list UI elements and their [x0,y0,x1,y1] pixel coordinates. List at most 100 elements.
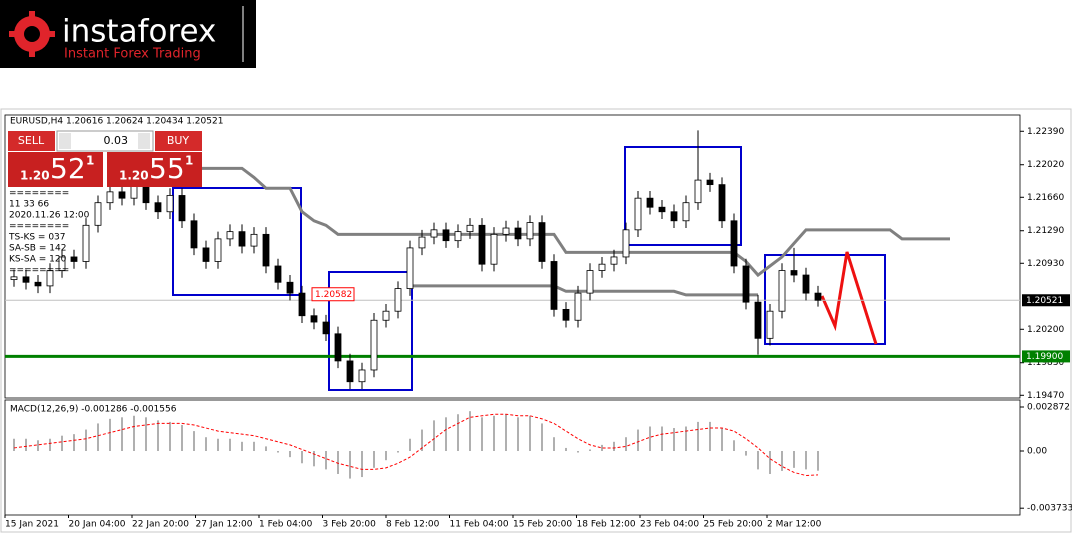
candle-body [814,292,822,301]
sell-button[interactable] [8,131,55,151]
macd-signal [13,413,819,477]
y-tick-label: 1.20200 [1027,325,1064,335]
candle-body [142,186,150,204]
x-tick-label: 15 Feb 20:00 [513,520,572,530]
candle-body [10,276,18,280]
candle-body [718,184,726,222]
info-line: TS-KS = 037 [8,233,66,243]
candle-body [442,229,450,242]
bid-pips: 52 [50,152,86,185]
ask-fraction: 1 [185,154,193,168]
macd-y-tick-label: 0.00 [1027,447,1047,457]
candle-body [550,261,558,310]
volume-input[interactable] [56,130,154,152]
volume-up[interactable] [138,133,150,149]
logo-icon [9,11,55,57]
annotation-boxes [172,146,886,391]
candle-body [190,220,198,249]
candle-body [70,256,78,262]
trade-panel: SELL 0.03 BUY 1.20 52 1 1.20 55 1 [8,130,202,187]
current-price-tag [1022,294,1070,307]
plot-layer: 1.223901.220201.216601.212901.209301.202… [4,127,1072,530]
y-tick-label: 1.21660 [1027,193,1064,203]
bid-big: 1.20 [20,169,50,183]
candle-body [742,265,750,303]
candle-body [346,360,354,383]
indicator-line [410,284,758,297]
x-tick-label: 11 Feb 04:00 [450,520,509,530]
candle-body [130,186,138,199]
candle-body [562,308,570,321]
candle-body [166,195,174,213]
candle-body [598,263,606,271]
candle-body [694,179,702,204]
volume-down[interactable] [59,133,71,149]
x-tick-label: 18 Feb 12:00 [577,520,636,530]
info-line: 11 33 66 [9,200,49,210]
ask-box[interactable] [107,152,202,187]
logo-brand: instaforex [62,14,216,50]
candle-body [154,202,162,213]
candle-body [502,227,510,235]
y-tick-label: 1.19470 [1027,391,1064,401]
candle-body [454,231,462,242]
macd-y-tick-label: 0.002872 [1027,403,1070,413]
candle-body [310,315,318,323]
buy-button[interactable] [155,131,202,151]
candle-body [334,333,342,362]
y-tick-label: 1.21290 [1027,226,1064,236]
chart-title: EURUSD,H4 1.20616 1.20624 1.20434 1.2052… [10,117,223,127]
x-tick-label: 1 Feb 04:00 [259,520,313,530]
candle-body [58,256,66,271]
candle-body [730,220,738,267]
ask-big: 1.20 [119,169,149,183]
price-marker-box [311,287,355,302]
info-line: ======== [9,189,69,199]
candle-body [298,292,306,317]
level-label: 1.19900 [1026,352,1063,362]
current-price-label: 1.20521 [1026,296,1063,306]
candle-body [178,195,186,222]
info-line: ======== [9,222,69,232]
candle-body [46,270,54,287]
candle-body [622,229,630,258]
x-tick-label: 25 Feb 20:00 [704,520,763,530]
candle-body [274,265,282,283]
candle-body [34,281,42,287]
candle-body [766,310,774,339]
candle-body [406,247,414,289]
bid-box[interactable] [8,152,103,187]
bid-fraction: 1 [86,154,94,168]
candle-body [82,224,90,262]
x-tick-label: 3 Feb 20:00 [323,520,377,530]
candle-body [802,274,810,294]
candle-body [382,310,390,321]
y-tick-label: 1.20930 [1027,259,1064,269]
candle-body [646,197,654,208]
candle-body [706,179,714,186]
candle-body [670,211,678,222]
x-tick-label: 20 Jan 04:00 [69,520,126,530]
candle-body [586,270,594,294]
candle-body [514,227,522,240]
x-tick-label: 8 Feb 12:00 [386,520,440,530]
candle-body [610,256,618,265]
info-line: KS-SA = 120 [9,255,67,265]
candle-body [682,202,690,222]
candle-body [118,191,126,199]
candle-body [358,369,366,383]
candle-body [238,231,246,247]
indicator-line [182,166,950,278]
candle-body [202,247,210,262]
x-tick-label: 2 Mar 12:00 [767,520,822,530]
candle-body [322,321,330,335]
candle-body [634,197,642,231]
candle-body [790,270,798,276]
candle-body [526,222,534,240]
x-tick-label: 15 Jan 2021 [5,520,59,530]
candle-body [574,292,582,321]
level-tag [1022,350,1070,363]
y-tick-label: 1.19830 [1027,358,1064,368]
x-tick-label: 22 Jan 20:00 [132,520,189,530]
